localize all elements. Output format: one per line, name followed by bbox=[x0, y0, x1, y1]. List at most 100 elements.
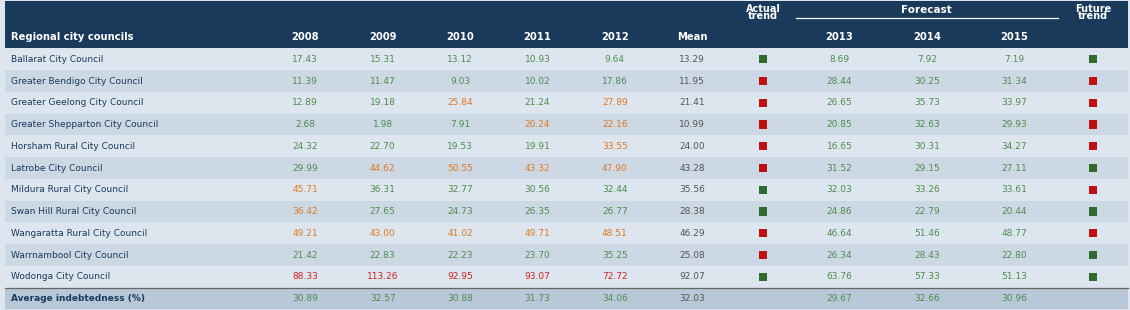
Bar bbox=[5, 288, 1128, 309]
Bar bbox=[5, 70, 1128, 92]
Text: 49.21: 49.21 bbox=[293, 229, 319, 238]
Bar bbox=[5, 157, 1128, 179]
Text: 21.42: 21.42 bbox=[293, 250, 318, 259]
Text: 26.77: 26.77 bbox=[602, 207, 627, 216]
Text: 2015: 2015 bbox=[1000, 32, 1028, 42]
Text: 26.65: 26.65 bbox=[826, 98, 852, 107]
Bar bbox=[759, 77, 767, 85]
Text: Wodonga City Council: Wodonga City Council bbox=[11, 272, 111, 281]
Text: 35.73: 35.73 bbox=[914, 98, 940, 107]
Bar bbox=[5, 244, 1128, 266]
Bar bbox=[1088, 142, 1097, 150]
Text: 8.69: 8.69 bbox=[829, 55, 850, 64]
Text: 24.32: 24.32 bbox=[293, 142, 318, 151]
Text: 46.64: 46.64 bbox=[827, 229, 852, 238]
Bar bbox=[5, 201, 1128, 222]
Text: 2013: 2013 bbox=[826, 32, 853, 42]
Text: 11.47: 11.47 bbox=[370, 77, 395, 86]
Text: 17.43: 17.43 bbox=[293, 55, 319, 64]
Text: 26.35: 26.35 bbox=[524, 207, 550, 216]
Text: 33.26: 33.26 bbox=[914, 185, 940, 194]
Text: 28.43: 28.43 bbox=[914, 250, 940, 259]
Text: 31.52: 31.52 bbox=[826, 164, 852, 173]
Text: 92.07: 92.07 bbox=[679, 272, 705, 281]
Text: 23.70: 23.70 bbox=[524, 250, 550, 259]
Bar bbox=[759, 99, 767, 107]
Bar bbox=[759, 164, 767, 172]
Text: 48.51: 48.51 bbox=[602, 229, 627, 238]
Text: Ballarat City Council: Ballarat City Council bbox=[11, 55, 104, 64]
Text: 35.25: 35.25 bbox=[602, 250, 627, 259]
Text: Forecast: Forecast bbox=[902, 5, 953, 15]
Text: Greater Geelong City Council: Greater Geelong City Council bbox=[11, 98, 144, 107]
Text: Actual: Actual bbox=[746, 4, 781, 15]
Text: 30.88: 30.88 bbox=[447, 294, 473, 303]
Text: Future: Future bbox=[1075, 4, 1111, 15]
Text: Average indebtedness (%): Average indebtedness (%) bbox=[11, 294, 146, 303]
Text: 21.41: 21.41 bbox=[679, 98, 705, 107]
Text: 24.00: 24.00 bbox=[679, 142, 705, 151]
Text: 11.39: 11.39 bbox=[293, 77, 319, 86]
Text: 24.86: 24.86 bbox=[827, 207, 852, 216]
Text: 19.53: 19.53 bbox=[447, 142, 473, 151]
Bar bbox=[759, 55, 767, 64]
Text: 47.90: 47.90 bbox=[602, 164, 627, 173]
Text: 25.08: 25.08 bbox=[679, 250, 705, 259]
Bar bbox=[1088, 272, 1097, 281]
Text: 33.55: 33.55 bbox=[602, 142, 628, 151]
Text: Mean: Mean bbox=[677, 32, 707, 42]
Text: 2.68: 2.68 bbox=[295, 120, 315, 129]
Text: 93.07: 93.07 bbox=[524, 272, 550, 281]
Text: 31.73: 31.73 bbox=[524, 294, 550, 303]
Text: 43.32: 43.32 bbox=[524, 164, 550, 173]
Text: 41.02: 41.02 bbox=[447, 229, 472, 238]
Text: 19.18: 19.18 bbox=[370, 98, 395, 107]
Bar bbox=[1088, 121, 1097, 129]
Bar bbox=[5, 179, 1128, 201]
Bar bbox=[1088, 77, 1097, 85]
Text: trend: trend bbox=[748, 11, 779, 21]
Text: 11.95: 11.95 bbox=[679, 77, 705, 86]
Text: 29.99: 29.99 bbox=[293, 164, 319, 173]
Bar bbox=[5, 222, 1128, 244]
Text: 22.83: 22.83 bbox=[370, 250, 395, 259]
Text: 22.80: 22.80 bbox=[1001, 250, 1027, 259]
Text: 27.11: 27.11 bbox=[1001, 164, 1027, 173]
Bar bbox=[759, 229, 767, 237]
Text: 17.86: 17.86 bbox=[602, 77, 628, 86]
Text: 32.44: 32.44 bbox=[602, 185, 627, 194]
Text: 7.91: 7.91 bbox=[450, 120, 470, 129]
Text: 2010: 2010 bbox=[446, 32, 473, 42]
Text: 10.99: 10.99 bbox=[679, 120, 705, 129]
Text: 7.19: 7.19 bbox=[1005, 55, 1024, 64]
Text: 48.77: 48.77 bbox=[1001, 229, 1027, 238]
Text: 13.29: 13.29 bbox=[679, 55, 705, 64]
Text: 32.03: 32.03 bbox=[826, 185, 852, 194]
Text: 44.62: 44.62 bbox=[370, 164, 395, 173]
Text: 22.16: 22.16 bbox=[602, 120, 627, 129]
Text: 2009: 2009 bbox=[368, 32, 397, 42]
Text: 113.26: 113.26 bbox=[367, 272, 399, 281]
Text: 2012: 2012 bbox=[601, 32, 628, 42]
Bar bbox=[5, 135, 1128, 157]
Text: 35.56: 35.56 bbox=[679, 185, 705, 194]
Text: 72.72: 72.72 bbox=[602, 272, 627, 281]
Bar bbox=[1088, 229, 1097, 237]
Text: 1.98: 1.98 bbox=[373, 120, 393, 129]
Bar bbox=[1088, 251, 1097, 259]
Text: 16.65: 16.65 bbox=[826, 142, 852, 151]
Text: 43.00: 43.00 bbox=[370, 229, 395, 238]
Text: 22.79: 22.79 bbox=[914, 207, 940, 216]
Text: 36.31: 36.31 bbox=[370, 185, 395, 194]
Text: 9.64: 9.64 bbox=[605, 55, 625, 64]
Text: 26.34: 26.34 bbox=[827, 250, 852, 259]
Text: 49.71: 49.71 bbox=[524, 229, 550, 238]
Text: Regional city councils: Regional city councils bbox=[11, 32, 133, 42]
Bar bbox=[759, 121, 767, 129]
Text: 30.56: 30.56 bbox=[524, 185, 550, 194]
Text: 30.25: 30.25 bbox=[914, 77, 940, 86]
Text: 33.97: 33.97 bbox=[1001, 98, 1027, 107]
Text: 20.24: 20.24 bbox=[524, 120, 550, 129]
Text: 32.63: 32.63 bbox=[914, 120, 940, 129]
Text: 7.92: 7.92 bbox=[916, 55, 937, 64]
